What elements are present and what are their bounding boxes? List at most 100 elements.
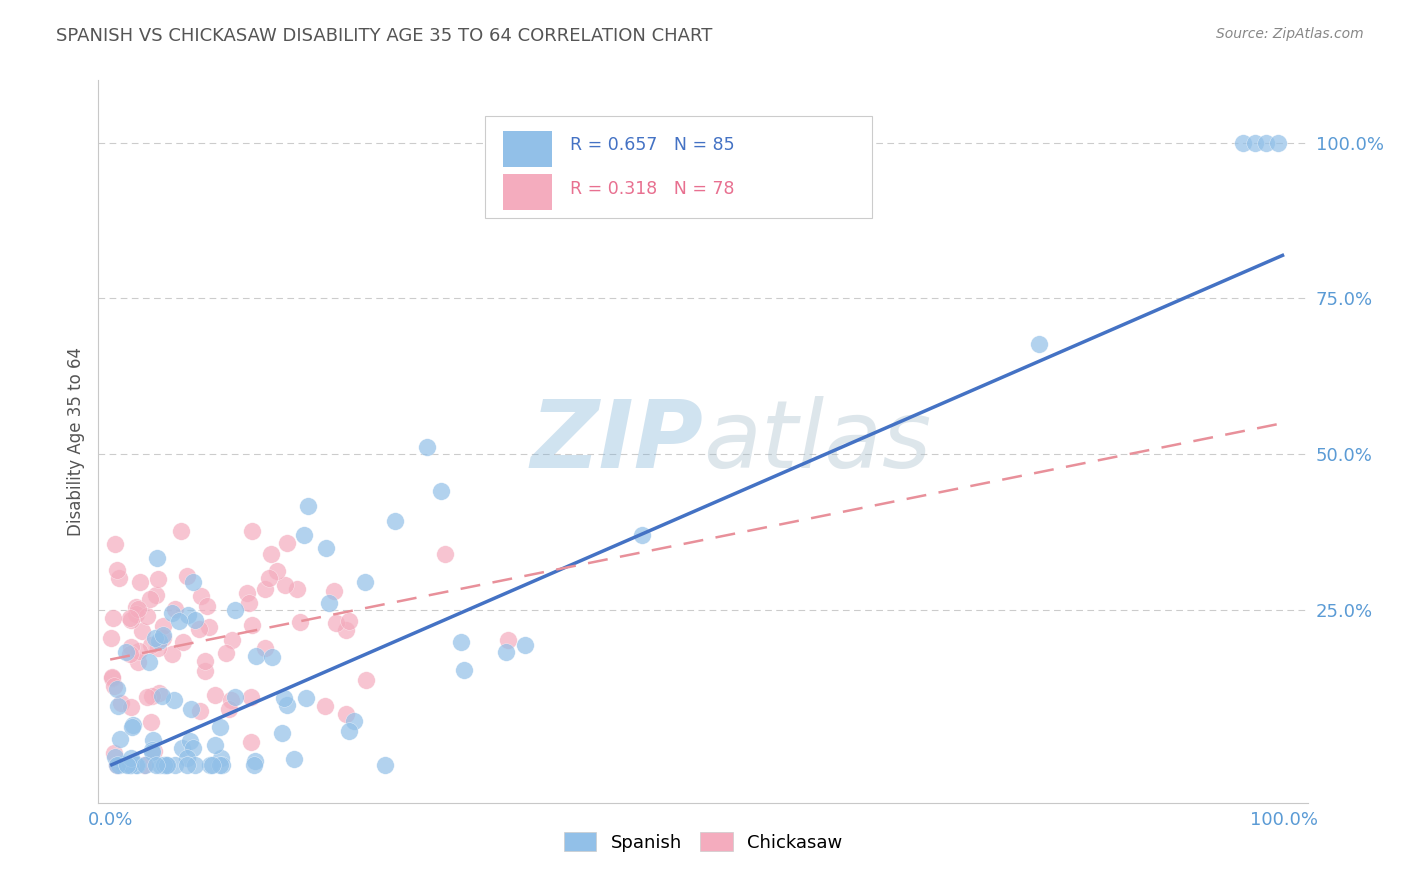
Spanish [107,699,129,714]
Spanish [125,758,148,772]
Chickasaw [218,702,240,716]
Chickasaw [120,648,142,662]
Spanish [453,663,475,677]
Spanish [374,758,396,772]
Spanish [315,541,337,555]
Spanish [337,724,360,739]
Spanish [112,756,135,771]
Spanish [142,732,165,747]
Bar [503,174,551,211]
Spanish [295,690,318,705]
Spanish [283,752,305,766]
Chickasaw [129,574,152,589]
Spanish [108,732,131,747]
Chickasaw [266,564,288,578]
Spanish [141,745,163,759]
Chickasaw [215,646,238,660]
Chickasaw [325,615,347,630]
Text: ZIP: ZIP [530,395,703,488]
Spanish [262,650,284,665]
Chickasaw [141,690,163,704]
Chickasaw [145,588,167,602]
Chickasaw [240,690,263,704]
Chickasaw [188,622,211,636]
Text: SPANISH VS CHICKASAW DISABILITY AGE 35 TO 64 CORRELATION CHART: SPANISH VS CHICKASAW DISABILITY AGE 35 T… [56,27,713,45]
Chickasaw [254,640,277,655]
Spanish [127,758,149,772]
Bar [503,131,551,167]
Chickasaw [120,640,142,655]
Chickasaw [195,599,218,614]
Spanish [120,751,142,765]
Spanish [105,758,128,772]
Chickasaw [259,547,281,561]
Chickasaw [276,536,298,550]
Chickasaw [335,624,357,638]
Spanish [204,738,226,752]
Spanish [1028,337,1050,351]
Chickasaw [135,690,157,705]
FancyBboxPatch shape [485,117,872,218]
Chickasaw [254,582,277,596]
Spanish [134,758,156,772]
Spanish [176,758,198,772]
Spanish [105,681,128,696]
Spanish [631,528,654,542]
Spanish [148,634,170,648]
Spanish [115,758,138,772]
Spanish [224,690,246,704]
Spanish [201,758,224,772]
Spanish [167,614,190,628]
Chickasaw [194,665,217,679]
Chickasaw [339,614,361,628]
Chickasaw [162,647,184,661]
Chickasaw [188,704,211,718]
Spanish [1267,136,1289,150]
Spanish [163,692,186,706]
Chickasaw [354,673,377,687]
Spanish [176,751,198,765]
Spanish [1232,136,1254,150]
Spanish [209,758,232,772]
Chickasaw [135,609,157,624]
Chickasaw [120,613,142,627]
Chickasaw [105,758,128,772]
Spanish [318,596,340,610]
Chickasaw [125,607,148,621]
Chickasaw [101,671,124,685]
Text: Source: ZipAtlas.com: Source: ZipAtlas.com [1216,27,1364,41]
Chickasaw [335,706,357,721]
Chickasaw [118,610,141,624]
Chickasaw [163,601,186,615]
Spanish [160,607,183,621]
Chickasaw [238,596,260,610]
Chickasaw [146,641,169,656]
Legend: Spanish, Chickasaw: Spanish, Chickasaw [557,825,849,859]
Spanish [176,608,198,623]
Chickasaw [108,571,131,585]
Spanish [122,718,145,732]
Chickasaw [152,632,174,646]
Chickasaw [139,591,162,606]
Spanish [121,721,143,735]
Spanish [211,758,233,772]
Spanish [416,440,439,454]
Chickasaw [101,611,124,625]
Spanish [243,754,266,768]
Spanish [149,758,172,772]
Spanish [273,691,295,706]
Spanish [120,758,142,772]
Spanish [145,551,167,566]
Chickasaw [105,563,128,577]
Chickasaw [498,633,520,648]
Chickasaw [274,578,297,592]
Spanish [184,758,207,772]
Chickasaw [127,602,149,616]
Chickasaw [204,688,226,702]
Chickasaw [152,618,174,632]
Spanish [115,645,138,659]
Chickasaw [103,679,125,693]
Spanish [180,701,202,715]
Spanish [179,734,201,748]
Spanish [141,743,163,757]
